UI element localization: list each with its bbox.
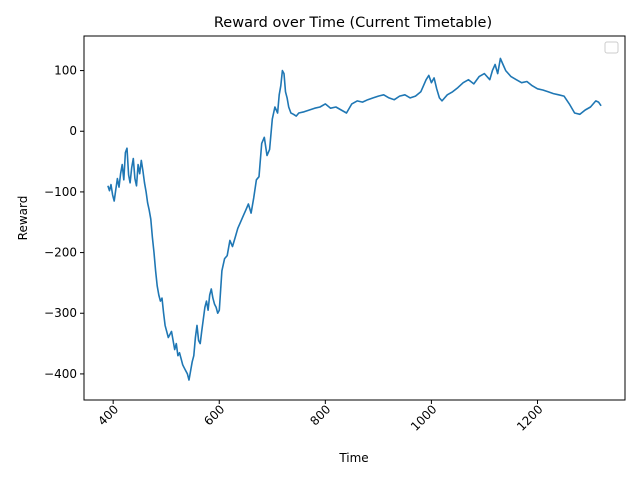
y-tick-label: 0 <box>69 124 77 138</box>
y-tick-label: −200 <box>44 246 77 260</box>
y-tick-label: −400 <box>44 367 77 381</box>
y-tick-label: −300 <box>44 306 77 320</box>
series-layer <box>107 57 602 381</box>
y-tick-label: −100 <box>44 185 77 199</box>
x-axis-label: Time <box>338 451 368 465</box>
legend-box <box>604 41 619 54</box>
series-line-0 <box>107 57 602 381</box>
chart-title: Reward over Time (Current Timetable) <box>214 15 492 31</box>
y-axis-ticks: −400 −300 −200 −100 0 100 <box>44 64 84 381</box>
legend <box>604 41 619 54</box>
plot-frame <box>83 35 626 401</box>
y-axis-label: Reward <box>16 196 30 241</box>
y-tick-label: 100 <box>54 64 77 78</box>
